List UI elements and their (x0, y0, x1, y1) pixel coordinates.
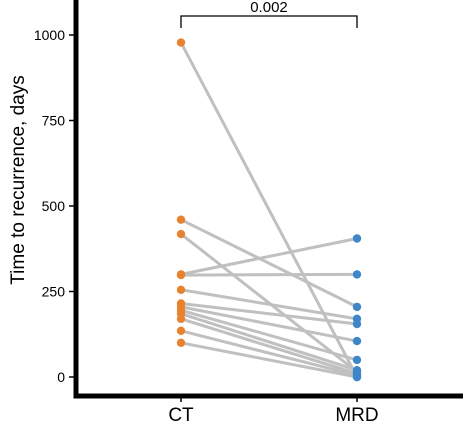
ct-point (176, 215, 186, 224)
pair-line (179, 218, 359, 309)
mrd-point (352, 302, 362, 312)
y-tick-label: 250 (42, 284, 66, 300)
x-category-label: CT (168, 405, 194, 426)
p-value-label: 0.002 (250, 0, 288, 16)
mrd-point (352, 319, 362, 329)
ct-point (176, 314, 186, 324)
pair-line (179, 288, 359, 321)
significance-bracket (180, 15, 358, 28)
x-category-label: MRD (335, 405, 378, 426)
y-axis-title: Time to recurrence, days (8, 75, 29, 284)
pair-line (179, 317, 359, 376)
pair-lines (179, 41, 359, 379)
pair-line (179, 305, 359, 343)
y-tick-label: 1000 (34, 27, 65, 43)
pair-line (179, 236, 359, 276)
y-tick-label: 500 (42, 198, 66, 214)
ct-point (176, 270, 186, 280)
mrd-point (352, 372, 362, 382)
pair-line (179, 301, 359, 326)
ct-point (176, 326, 186, 336)
mrd-point (352, 355, 362, 365)
pair-line (179, 308, 359, 362)
pair-line (179, 272, 359, 277)
mrd-point (352, 270, 362, 279)
y-tick-label: 0 (57, 369, 65, 385)
y-tick-label: 750 (42, 113, 66, 129)
pair-line (179, 329, 359, 377)
pair-line (179, 312, 359, 372)
ct-point (176, 285, 186, 294)
axes (73, 0, 463, 399)
mrd-point (352, 336, 362, 346)
mrd-point (352, 234, 362, 243)
x-categories: CT MRD (168, 396, 379, 426)
ct-point (176, 338, 186, 347)
ct-point (176, 229, 186, 239)
pair-line (179, 341, 359, 379)
ct-point (176, 38, 186, 47)
significance-annotation: 0.002 (180, 0, 358, 28)
y-ticks: 0 250 500 750 1000 (34, 27, 76, 385)
data-points (176, 38, 362, 382)
